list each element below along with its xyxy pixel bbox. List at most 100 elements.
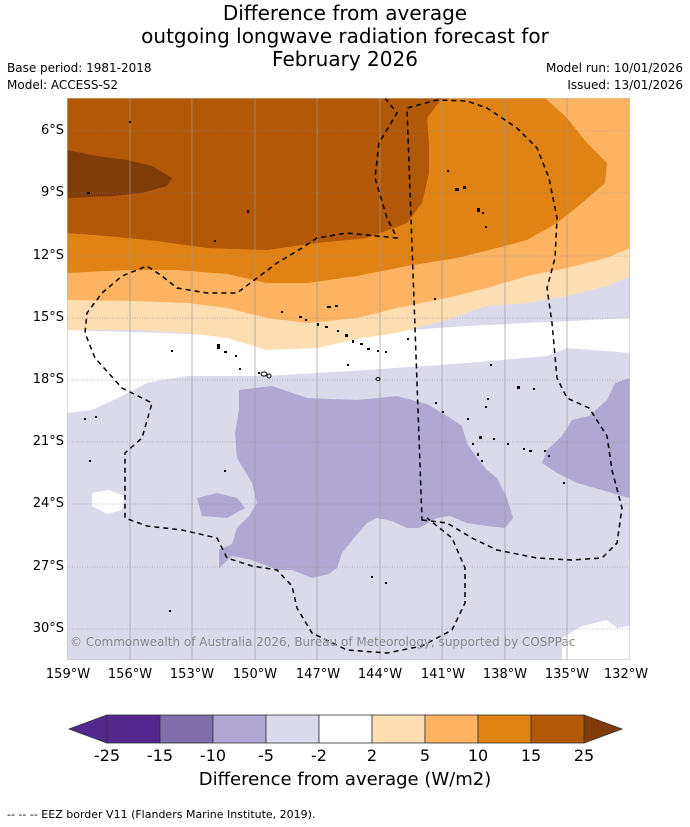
colorbar-tick: 2 — [366, 746, 378, 765]
band-15-25 — [67, 98, 442, 250]
island — [247, 210, 249, 213]
band-over-25 — [67, 150, 172, 198]
lon-label: 147°W — [295, 667, 341, 682]
island — [299, 316, 302, 318]
colorbar — [67, 714, 624, 744]
island — [224, 470, 226, 472]
island — [490, 364, 492, 366]
lon-label: 153°W — [169, 667, 215, 682]
island — [260, 371, 268, 377]
colorbar-swatch — [371, 714, 426, 744]
eez-borders — [84, 97, 623, 654]
band-minus10-minus5-central — [219, 386, 513, 578]
island — [377, 350, 379, 352]
island — [523, 448, 525, 450]
chart-title-line-2: outgoing longwave radiation forecast for — [141, 24, 549, 48]
chart-title-line-3: February 2026 — [272, 47, 418, 71]
island — [482, 212, 484, 214]
colorbar-tick: 10 — [467, 746, 489, 765]
colorbar-tick: 25 — [573, 746, 595, 765]
lon-label: 156°W — [107, 667, 153, 682]
colorbar-swatch — [159, 714, 214, 744]
lon-label: 159°W — [45, 667, 91, 682]
lat-label: 12°S — [32, 248, 64, 263]
colorbar-tick: 5 — [419, 746, 431, 765]
colorbar-swatch — [424, 714, 479, 744]
meridians — [129, 98, 568, 660]
island — [305, 319, 307, 321]
copyright-text: © Commonwealth of Australia 2026, Bureau… — [70, 635, 575, 649]
chart-title-line-1: Difference from average — [222, 1, 468, 25]
island — [327, 306, 331, 308]
island — [385, 351, 387, 353]
base-period-text: Base period: 1981-2018 — [7, 61, 152, 75]
island — [435, 402, 437, 404]
island — [217, 344, 220, 349]
island — [87, 192, 90, 194]
colorbar-swatch-under — [67, 714, 108, 744]
island — [169, 610, 171, 612]
colorbar-swatch-over — [583, 714, 624, 744]
colorbar-swatch — [212, 714, 267, 744]
lat-label: 27°S — [32, 559, 64, 574]
colorbar-swatch — [477, 714, 532, 744]
band-minus10-minus5-east — [542, 378, 630, 498]
island — [224, 351, 227, 353]
island — [472, 443, 474, 445]
island — [352, 340, 354, 343]
colorbar-swatch — [530, 714, 585, 744]
lat-label: 30°S — [32, 621, 64, 636]
island — [347, 364, 349, 366]
map-frame — [67, 98, 630, 660]
island — [345, 334, 348, 337]
island — [281, 311, 283, 313]
island — [447, 170, 449, 172]
colorbar-title: Difference from average (W/m2) — [198, 769, 492, 790]
island — [89, 460, 91, 462]
island — [258, 372, 260, 374]
island — [477, 208, 480, 212]
islands — [84, 121, 565, 612]
island — [266, 373, 272, 379]
lat-label: 9°S — [40, 185, 64, 200]
island — [171, 350, 173, 352]
island-rings — [260, 371, 381, 381]
island — [129, 121, 131, 123]
band-minus10-minus5-west — [197, 493, 245, 518]
island — [371, 576, 373, 578]
map-canvas: © Commonwealth of Australia 2026, Bureau… — [67, 97, 630, 660]
band-neutral-south — [562, 620, 630, 660]
island — [485, 226, 487, 228]
lat-label: 18°S — [32, 372, 64, 387]
lat-label: 21°S — [32, 434, 64, 449]
island — [335, 305, 338, 307]
issued-text: Issued: 13/01/2026 — [567, 78, 683, 92]
colorbar-tick: -15 — [146, 746, 174, 765]
island — [214, 240, 216, 242]
island — [434, 298, 436, 300]
lon-label: 138°W — [482, 667, 528, 682]
colorbar-swatch — [265, 714, 320, 744]
island — [367, 348, 370, 350]
island — [507, 443, 509, 445]
colorbar-swatch — [318, 714, 373, 744]
eez-border-east — [84, 97, 623, 654]
island — [455, 188, 459, 191]
island — [479, 436, 482, 439]
colorbar-swatch — [106, 714, 161, 744]
island — [442, 411, 444, 413]
colorbar-tick: -25 — [93, 746, 121, 765]
island — [84, 418, 86, 420]
eez-legend-text: -- -- -- EEZ border V11 (Flanders Marine… — [7, 808, 316, 821]
island — [485, 406, 487, 408]
island — [317, 323, 319, 326]
island — [563, 482, 565, 484]
island — [467, 418, 469, 420]
lon-label: 144°W — [357, 667, 403, 682]
lon-label: 132°W — [603, 667, 649, 682]
island — [529, 450, 532, 452]
island — [493, 438, 495, 440]
island — [517, 386, 520, 389]
lon-label: 150°W — [232, 667, 278, 682]
island — [481, 460, 483, 462]
